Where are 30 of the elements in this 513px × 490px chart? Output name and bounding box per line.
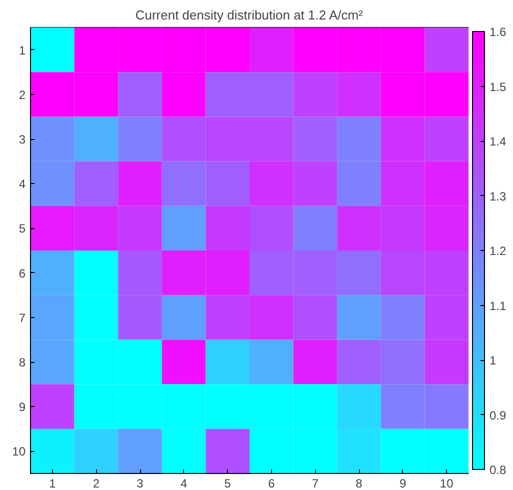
y-tick-label: 2 [18,88,26,102]
color-bar-label: 1.6 [490,25,507,39]
x-tick-label: 3 [136,476,144,490]
x-tick-label: 10 [440,476,454,490]
color-bar-label: 1.1 [490,298,507,313]
x-tick-label: 2 [92,476,100,490]
color-bar-label: 1.4 [490,134,507,148]
x-tick-label: 5 [224,476,232,490]
y-tick-label: 9 [18,400,26,414]
color-bar-label: 1.3 [490,189,507,204]
y-tick-label: 1 [18,43,26,58]
y-tick-label: 5 [18,222,26,236]
color-bar-label: 0.8 [490,463,507,477]
x-tick-label: 1 [49,476,56,490]
x-tick-label: 4 [180,476,188,490]
x-tick-label: 9 [399,476,406,490]
y-tick-label: 10 [12,444,26,459]
color-bar-label: 1 [490,354,496,368]
y-tick-label: 8 [18,356,26,370]
x-tick-label: 8 [356,476,363,490]
color-bar-label: 1.5 [490,80,507,94]
color-bar-label: 0.9 [490,408,507,422]
chart-title: Current density distribution at 1.2 A/cm² [135,8,364,22]
color-bar-label: 1.2 [490,244,507,258]
x-tick-label: 7 [312,476,319,490]
x-tick-label: 6 [268,476,276,490]
y-tick-label: 7 [18,310,26,325]
y-tick-label: 3 [18,132,26,146]
y-tick-label: 6 [18,266,26,280]
y-tick-label: 4 [18,177,26,192]
